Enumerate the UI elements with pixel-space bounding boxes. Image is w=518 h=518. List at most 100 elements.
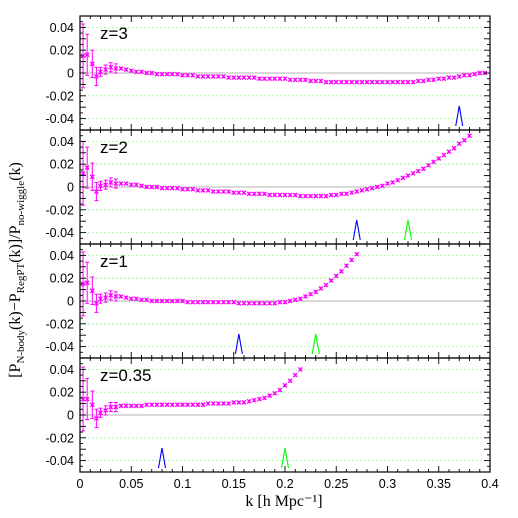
data-point [113,63,119,74]
data-point [390,79,396,85]
data-point [272,192,278,198]
data-point [89,390,95,419]
data-point [338,268,344,274]
data-point [123,67,129,73]
data-point [297,193,303,199]
data-point [231,299,237,305]
data-point [80,366,86,432]
data-point [292,77,298,83]
panel-label: z=2 [100,138,128,157]
data-point [103,64,109,75]
data-point [180,72,185,78]
data-point [456,73,462,79]
data-point [139,69,144,75]
data-point [313,78,319,84]
green-arrow-marker [311,333,320,355]
x-tick-label: 0.05 [119,477,143,491]
data-point [431,159,437,165]
data-point [133,403,139,409]
data-point [287,298,293,304]
data-point [149,298,155,304]
data-point [103,179,109,190]
data-point [164,402,170,408]
panel-2: -0.04 -0.02 0 0.02 0.04 z=1 [46,243,491,359]
data-point [159,298,165,304]
data-point [159,71,165,77]
y-tick-label: 0 [67,67,74,81]
data-point [185,72,191,78]
data-point [226,75,232,81]
data-point [144,402,150,408]
x-axis-label: k [h Mpc⁻¹] [245,493,322,510]
y-label-sub1: N-body [15,329,27,363]
data-point [344,79,349,85]
data-point [236,190,242,196]
y-tick-label: 0.02 [50,158,74,172]
y-tick-label: 0 [67,409,74,423]
data-point [200,73,206,79]
data-point [139,183,144,189]
data-point [195,299,201,305]
data-point [436,76,442,82]
data-point [323,282,329,288]
data-point [180,402,185,408]
data-point [84,146,90,189]
data-point [303,193,308,199]
data-point [210,189,216,195]
data-point [139,297,144,303]
data-point [231,400,237,405]
data-point [231,190,237,196]
data-point [236,300,242,306]
data-point [169,298,175,304]
data-point [354,189,360,195]
data-point [344,191,349,197]
data-point [108,177,114,188]
data-point [133,296,139,302]
data-point [113,178,119,189]
panel-label: z=0.35 [100,366,152,385]
data-point [98,180,103,191]
data-point [215,299,221,305]
data-point [221,189,226,195]
x-tick-label: 0.1 [174,477,191,491]
data-point [251,397,257,403]
data-point [262,395,267,401]
data-point [277,192,283,198]
data-point [400,79,406,85]
panel-label: z=1 [100,252,128,271]
data-point [215,73,221,79]
data-point [246,191,252,197]
data-point [431,77,437,83]
data-point [318,286,324,291]
y-tick-label: 0 [67,295,74,309]
data-point [467,72,472,78]
data-point [174,298,180,304]
data-point [205,401,211,407]
data-point [390,179,396,185]
data-point [123,181,129,187]
data-point [426,162,431,168]
data-point [149,70,155,76]
data-point [221,401,226,407]
data-point [98,293,103,304]
y-tick-label: -0.04 [46,454,75,468]
data-point [385,79,390,85]
data-point [256,396,262,402]
data-point [287,192,293,198]
data-point [210,401,216,407]
data-point [323,79,329,85]
data-point [262,300,267,306]
data-point [190,299,196,305]
data-point [256,191,262,197]
data-point [451,75,457,81]
data-point [282,382,288,388]
y-tick-label: -0.02 [46,317,75,331]
data-point [338,79,344,85]
data-point [195,187,201,193]
data-point [80,140,86,206]
green-arrow-marker [280,447,290,469]
data-point [144,184,150,190]
y-label-mid1: (k)−P [7,293,24,330]
data-point [190,402,196,408]
data-point [174,402,180,408]
